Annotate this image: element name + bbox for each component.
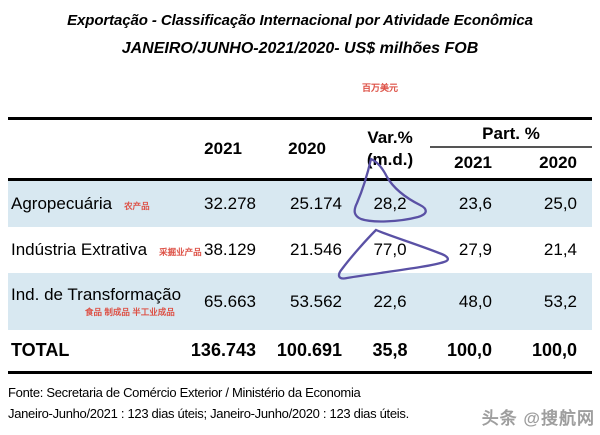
unit-note-chinese: 百万美元 (362, 83, 399, 93)
header-part-subrow: 2021 2020 (430, 148, 592, 178)
header-2021: 2021 (204, 139, 242, 158)
page-title-line2: JANEIRO/JUNHO-2021/2020- US$ milhões FOB (121, 40, 479, 57)
cell-value-2020: 100.691 (276, 340, 342, 360)
row-label: Agropecuária (11, 194, 113, 213)
table-row: TOTAL 136.743 100.691 35,8 100,0 100,0 (8, 330, 592, 371)
footer: Fonte: Secretaria de Comércio Exterior /… (8, 382, 409, 424)
cell-var-pct-circled: 77,0 (373, 240, 407, 259)
cell-value-2020: 25.174 (290, 194, 342, 213)
table-body: Agropecuária 农产品 32.278 25.174 28,2 23,6 25,0 I… (8, 181, 592, 374)
cell-value-2021: 38.129 (204, 240, 256, 259)
row-label-cell: Agropecuária 农产品 (8, 194, 170, 214)
row-label: TOTAL (11, 340, 70, 360)
cell-value-2021: 65.663 (204, 291, 256, 311)
header-part-2021: 2021 (454, 153, 492, 172)
export-table: 2021 2020 Var.% (m.d.) Part. % 2021 2020… (8, 117, 592, 374)
cell-part-2020: 25,0 (543, 194, 577, 213)
table-header: 2021 2020 Var.% (m.d.) Part. % 2021 2020 (8, 117, 592, 181)
row-label-cell: Ind. de Transformação 食品 制成品 半工业成品 (8, 285, 182, 318)
table-row: Agropecuária 农产品 32.278 25.174 28,2 23,6 25,0 (8, 181, 592, 227)
cell-part-2021: 23,6 (458, 194, 492, 213)
row-annotation-chinese: 采掘业产品 (159, 247, 202, 257)
cell-value-2020: 53.562 (290, 291, 342, 311)
cell-var-pct: 35,8 (372, 340, 408, 360)
cell-var-pct-circled: 28,2 (373, 194, 407, 213)
row-label: Ind. de Transformação (11, 285, 182, 304)
row-annotation-chinese: 食品 制成品 半工业成品 (85, 307, 175, 317)
table-row: Ind. de Transformação 食品 制成品 半工业成品 65.663 5… (8, 273, 592, 330)
header-part-title: Part. % (430, 120, 592, 148)
header-var-pct: Var.% (m.d.) (350, 120, 430, 178)
header-blank-cell (8, 120, 170, 178)
header-var-line2: (m.d.) (366, 150, 414, 169)
cell-part-2020: 53,2 (543, 291, 577, 311)
cell-part-2020: 21,4 (543, 240, 577, 259)
watermark: 头条 @搜航网 (481, 409, 595, 428)
cell-part-2020: 100,0 (531, 340, 577, 360)
cell-value-2021: 32.278 (204, 194, 256, 213)
cell-part-2021: 27,9 (458, 240, 492, 259)
footer-note: Janeiro-Junho/2021 : 123 dias úteis; Jan… (8, 406, 409, 421)
header-var-line1: Var.% (367, 128, 413, 147)
header-part-group: Part. % 2021 2020 (430, 120, 592, 178)
row-label-cell: Indústria Extrativa 采掘业产品 (8, 240, 202, 260)
row-annotation-chinese: 农产品 (124, 201, 150, 211)
page-title-line1: Exportação - Classificação Internacional… (67, 12, 533, 29)
header-part-2020: 2020 (539, 153, 577, 172)
cell-var-pct: 22,6 (373, 291, 407, 311)
cell-value-2020: 21.546 (290, 240, 342, 259)
row-label-cell: TOTAL (8, 340, 170, 361)
footer-source: Fonte: Secretaria de Comércio Exterior /… (8, 385, 361, 400)
header-2020: 2020 (288, 139, 326, 158)
table-row: Indústria Extrativa 采掘业产品 38.129 21.546 77,0… (8, 227, 592, 273)
row-label: Indústria Extrativa (11, 240, 148, 259)
cell-part-2021: 48,0 (458, 291, 492, 311)
cell-value-2021: 136.743 (190, 340, 256, 360)
cell-part-2021: 100,0 (446, 340, 492, 360)
